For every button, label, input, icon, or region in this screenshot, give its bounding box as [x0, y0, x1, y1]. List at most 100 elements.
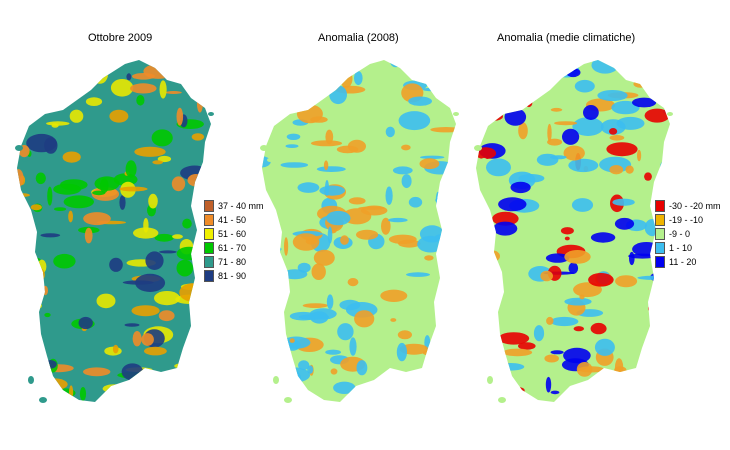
value-patch	[91, 187, 120, 201]
value-patch	[632, 97, 657, 108]
value-patch	[547, 138, 563, 146]
value-patch	[637, 275, 668, 280]
value-patch	[42, 364, 74, 373]
value-patch	[102, 384, 128, 394]
value-patch	[40, 233, 61, 238]
legend-item: -30 - -20 mm	[655, 199, 721, 213]
value-patch	[302, 303, 328, 308]
value-patch	[614, 217, 635, 230]
legend-swatch	[655, 228, 665, 240]
legend-swatch	[204, 214, 214, 226]
value-patch	[390, 318, 397, 322]
legend-label: -9 - 0	[669, 229, 691, 239]
value-patch	[380, 289, 408, 302]
value-patch	[63, 74, 78, 82]
legend-item: 71 - 80	[204, 255, 264, 269]
value-patch	[119, 186, 148, 192]
value-patch	[340, 69, 353, 88]
value-patch	[518, 122, 528, 140]
value-patch	[482, 250, 500, 263]
value-patch	[284, 237, 289, 256]
value-patch	[330, 65, 347, 81]
value-patch	[143, 218, 149, 233]
value-patch	[564, 297, 592, 306]
value-patch	[282, 336, 311, 349]
value-patch	[564, 236, 570, 241]
value-patch	[191, 75, 207, 93]
value-patch	[176, 107, 184, 126]
value-patch	[491, 87, 511, 95]
islet	[487, 376, 493, 384]
value-patch	[17, 341, 23, 345]
value-patch	[326, 210, 351, 226]
value-patch	[51, 123, 59, 128]
value-patch	[554, 121, 578, 126]
value-patch	[545, 376, 552, 393]
value-patch	[160, 374, 187, 389]
value-patch	[125, 160, 137, 178]
value-patch	[451, 276, 456, 294]
value-patch	[262, 156, 271, 168]
value-patch	[136, 95, 145, 106]
value-patch	[656, 70, 670, 79]
value-patch	[154, 233, 174, 242]
value-patch	[134, 377, 143, 391]
value-patch	[518, 342, 536, 350]
value-patch	[325, 349, 341, 355]
value-patch	[572, 117, 604, 136]
value-patch	[644, 108, 670, 123]
value-patch	[297, 182, 320, 193]
value-patch	[47, 60, 60, 65]
value-patch	[609, 128, 618, 135]
legend-item: 11 - 20	[655, 255, 721, 269]
value-patch	[22, 265, 45, 284]
value-patch	[149, 385, 162, 398]
value-patch	[354, 71, 363, 86]
value-patch	[392, 166, 413, 175]
value-patch	[282, 369, 301, 387]
value-patch	[85, 97, 103, 106]
value-patch	[547, 123, 552, 142]
value-patch	[476, 300, 489, 319]
value-patch	[612, 198, 635, 206]
value-patch	[420, 155, 445, 159]
value-patch	[96, 61, 109, 68]
value-patch	[78, 316, 93, 330]
value-patch	[579, 294, 585, 300]
value-patch	[634, 379, 651, 386]
value-patch	[323, 160, 329, 171]
value-patch	[568, 158, 599, 173]
value-patch	[79, 68, 107, 77]
legend-october-2009: 37 - 40 mm 41 - 50 51 - 60 61 - 70 71 - 80 81…	[204, 199, 264, 283]
value-patch	[436, 198, 448, 213]
value-patch	[79, 387, 87, 401]
value-patch	[609, 135, 625, 141]
value-patch	[657, 302, 670, 313]
value-patch	[485, 222, 494, 235]
legend-item: 37 - 40 mm	[204, 199, 264, 213]
islet	[208, 112, 214, 116]
value-patch	[510, 181, 531, 194]
value-patch	[325, 180, 329, 196]
value-patch	[165, 91, 182, 94]
value-patch	[53, 253, 76, 269]
value-patch	[356, 229, 379, 240]
legend-label: 37 - 40 mm	[218, 201, 264, 211]
islet	[453, 112, 459, 116]
value-patch	[591, 60, 619, 74]
value-patch	[385, 126, 395, 138]
value-patch	[176, 246, 202, 261]
value-patch	[262, 68, 273, 84]
legend-swatch	[655, 214, 665, 226]
value-patch	[176, 259, 194, 277]
legend-swatch	[204, 228, 214, 240]
legend-label: 81 - 90	[218, 271, 247, 281]
value-patch	[660, 176, 670, 192]
value-patch	[262, 326, 281, 345]
legend-label: -30 - -20 mm	[669, 201, 721, 211]
islet	[273, 376, 279, 384]
value-patch	[124, 323, 140, 327]
legend-label: 71 - 80	[218, 257, 247, 267]
value-patch	[316, 166, 346, 172]
value-patch	[330, 368, 338, 375]
